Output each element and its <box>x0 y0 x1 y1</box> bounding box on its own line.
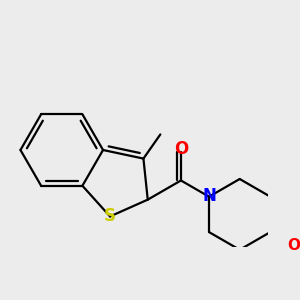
Text: O: O <box>287 238 300 253</box>
Text: N: N <box>202 187 216 205</box>
Text: S: S <box>104 207 116 225</box>
Text: O: O <box>174 140 188 158</box>
